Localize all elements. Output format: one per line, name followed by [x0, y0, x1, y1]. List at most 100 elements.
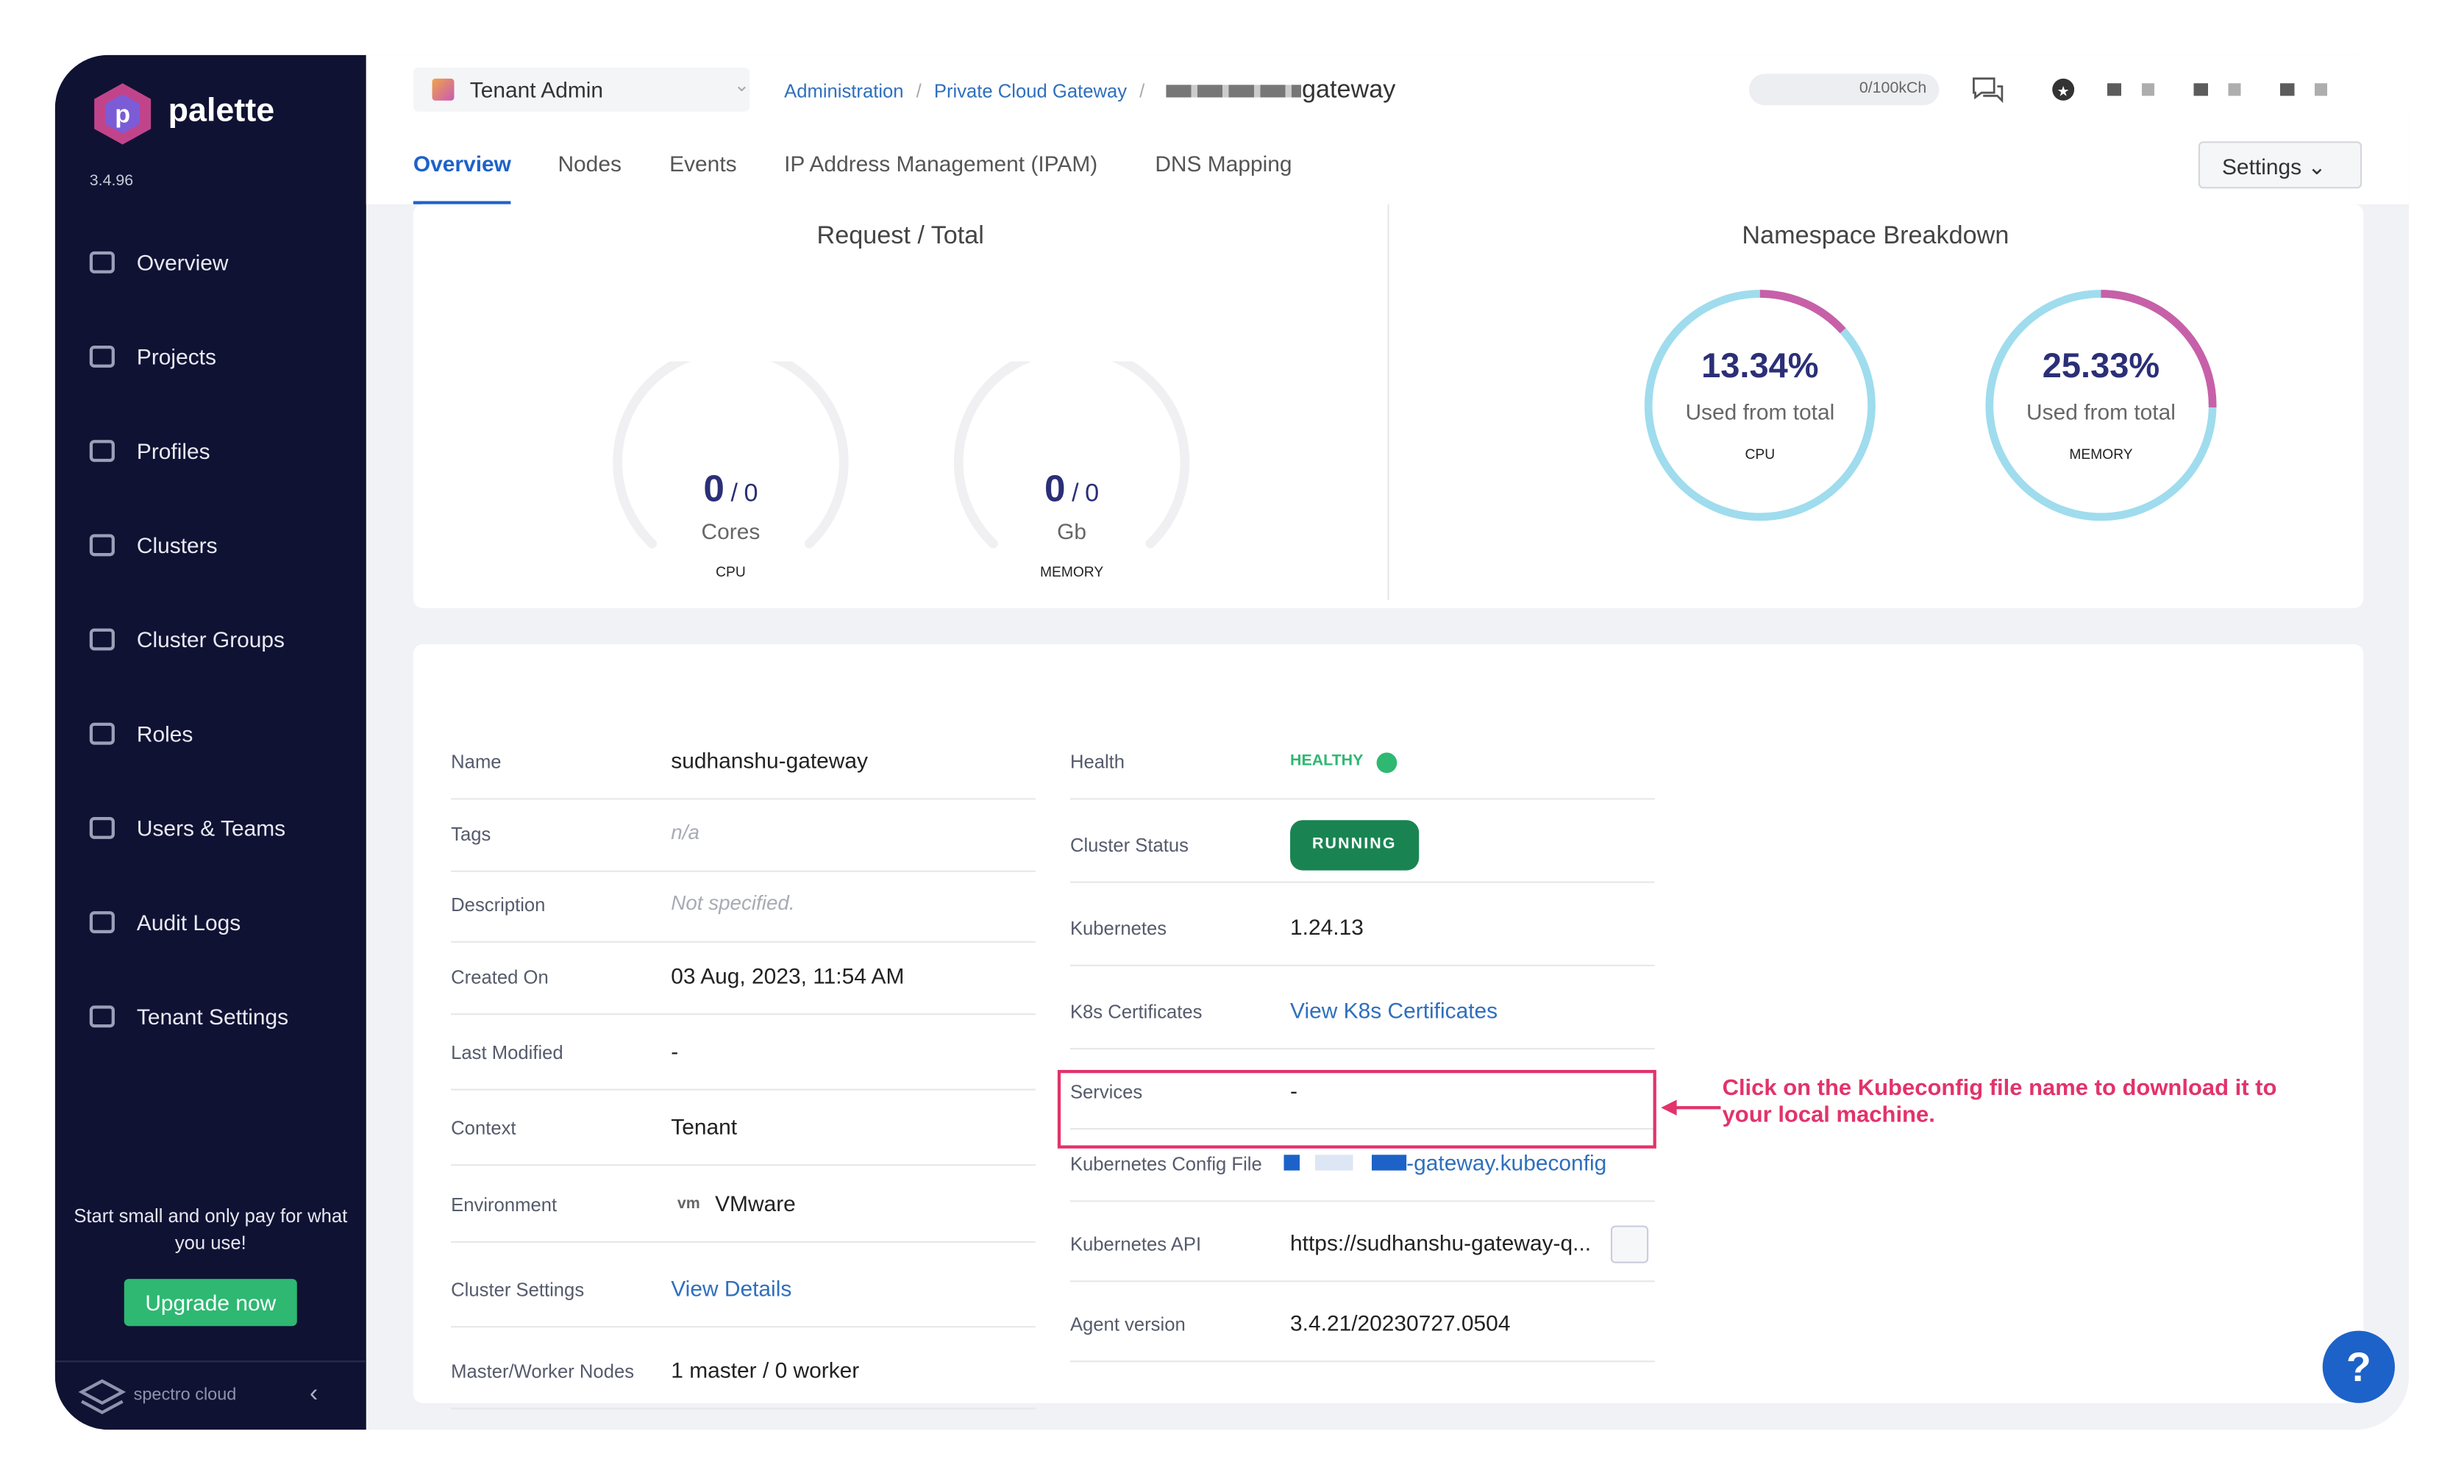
tab[interactable]: DNS Mapping — [1155, 151, 1292, 176]
annotation-arrow — [1661, 1099, 1721, 1116]
detail-label: Agent version — [1069, 1313, 1186, 1336]
nav-label: Profiles — [136, 438, 210, 464]
nav-icon — [89, 1005, 115, 1028]
highlight-box — [1057, 1069, 1656, 1149]
top-bar: Tenant Admin ⌄ Administration / Private Cl… — [366, 54, 2410, 204]
settings-button[interactable]: Settings ⌄ — [2198, 141, 2362, 189]
sidebar: p palette 3.4.96 Overview Projects Profile… — [54, 54, 366, 1430]
nav-icon — [89, 722, 115, 745]
breadcrumb[interactable]: Private Cloud Gateway — [933, 79, 1128, 102]
nav-item[interactable]: Audit Logs — [89, 910, 241, 935]
nav-item[interactable]: Cluster Groups — [89, 627, 285, 652]
donut — [1644, 290, 1876, 521]
tab[interactable]: IP Address Management (IPAM) — [784, 151, 1098, 176]
settings-label: Settings — [2221, 154, 2302, 179]
breadcrumb-current: gateway — [1301, 76, 1396, 104]
row-rule — [1069, 1048, 1655, 1050]
row-rule — [1069, 798, 1655, 800]
gauge-arc — [613, 361, 849, 549]
nav-label: Audit Logs — [136, 910, 241, 935]
detail-value: Tenant — [671, 1113, 738, 1139]
detail-label: Last Modified — [451, 1041, 563, 1064]
row-rule — [1069, 964, 1655, 966]
copy-button[interactable] — [1610, 1225, 1649, 1263]
svg-text:p: p — [115, 101, 130, 129]
gauge-track — [953, 361, 1190, 549]
redacted-user — [2107, 83, 2359, 96]
gauge-label: MEMORY — [1039, 563, 1104, 580]
nav-label: Projects — [136, 343, 216, 370]
upgrade-button[interactable]: Upgrade now — [124, 1279, 297, 1327]
nav-icon — [89, 346, 115, 368]
annotation: Click on the Kubeconfig file name to dow… — [1722, 1076, 2277, 1128]
help-button[interactable]: ? — [2322, 1330, 2395, 1403]
row-rule — [451, 1241, 1036, 1243]
nav-label: Roles — [136, 721, 193, 746]
detail-label: Services — [1069, 1080, 1143, 1103]
nav-item[interactable]: Roles — [89, 721, 193, 746]
detail-value: - — [671, 1038, 679, 1064]
logo-icon: p — [94, 83, 152, 145]
detail-label: Environment — [451, 1194, 558, 1216]
breadcrumb-sep: / — [916, 79, 922, 102]
row-rule — [1069, 1127, 1655, 1130]
nav-item[interactable]: Profiles — [89, 438, 210, 464]
detail-value[interactable]: View Details — [671, 1275, 792, 1302]
nav-icon — [89, 911, 115, 934]
donut-value: 13.34% — [1701, 346, 1819, 385]
nav-item[interactable]: Overview — [89, 250, 229, 275]
chat-icon[interactable] — [1969, 74, 2007, 105]
row-rule — [451, 1326, 1036, 1328]
detail-label: Kubernetes API — [1069, 1233, 1202, 1256]
star-icon[interactable]: ★ — [2051, 77, 2076, 102]
nav-item[interactable]: Tenant Settings — [89, 1004, 289, 1030]
detail-value: https://sudhanshu-gateway-q... — [1290, 1230, 1592, 1256]
svg-text:★: ★ — [2057, 84, 2070, 99]
nav-icon — [89, 628, 115, 651]
redacted — [1283, 1155, 1407, 1171]
row-rule — [451, 1408, 1036, 1410]
detail-value: sudhanshu-gateway — [671, 747, 869, 774]
gauge-sep: / — [730, 480, 738, 508]
row-rule — [1069, 1360, 1655, 1363]
gauge-total: 0 — [1085, 480, 1100, 508]
gauge-used: 0 — [703, 468, 724, 511]
detail-value: 03 Aug, 2023, 11:54 AM — [671, 963, 905, 988]
detail-value[interactable]: -gateway.kubeconfig — [1406, 1149, 1607, 1176]
row-rule — [1069, 1200, 1655, 1202]
gauge-unit: Gb — [1057, 518, 1087, 544]
gauge-total: 0 — [744, 480, 758, 508]
detail-value: 1.24.13 — [1290, 914, 1364, 940]
breadcrumb[interactable]: Administration — [784, 79, 904, 102]
tab[interactable]: Nodes — [558, 151, 622, 176]
detail-value: 1 master / 0 worker — [671, 1357, 860, 1383]
nav-label: Users & Teams — [136, 815, 286, 841]
nav-label: Cluster Groups — [136, 627, 285, 652]
breadcrumbs: Administration / Private Cloud Gateway / gat… — [784, 77, 1395, 105]
collapse-icon[interactable]: ‹ — [309, 1380, 318, 1408]
detail-value[interactable]: View K8s Certificates — [1290, 997, 1498, 1023]
detail-label: Description — [451, 893, 546, 916]
health-icon — [1376, 752, 1397, 774]
tenant-name: Tenant Admin — [469, 76, 604, 102]
nav-item[interactable]: Clusters — [89, 532, 218, 557]
gauge-label: CPU — [716, 563, 746, 580]
tab[interactable]: Events — [669, 151, 737, 176]
row-rule — [451, 941, 1036, 943]
detail-value: VMware — [715, 1191, 796, 1216]
nav-item[interactable]: Projects — [89, 343, 216, 370]
detail-label: Cluster Status — [1069, 834, 1189, 857]
promo-text: Start small and only pay for what you us… — [74, 1205, 348, 1254]
donut-used — [1644, 290, 1876, 521]
gauge-sep: / — [1072, 480, 1079, 508]
breadcrumb-sep: / — [1139, 79, 1145, 102]
detail-label: Created On — [451, 966, 549, 988]
nav-label: Tenant Settings — [136, 1004, 289, 1030]
divider — [1387, 204, 1389, 601]
tenant-select[interactable]: Tenant Admin ⌄ — [413, 67, 749, 112]
nav-item[interactable]: Users & Teams — [89, 815, 286, 841]
gauge-unit: Cores — [701, 518, 761, 544]
donut-used — [1985, 290, 2217, 521]
tab[interactable]: Overview — [413, 151, 511, 176]
donut-value: 25.33% — [2042, 346, 2160, 385]
